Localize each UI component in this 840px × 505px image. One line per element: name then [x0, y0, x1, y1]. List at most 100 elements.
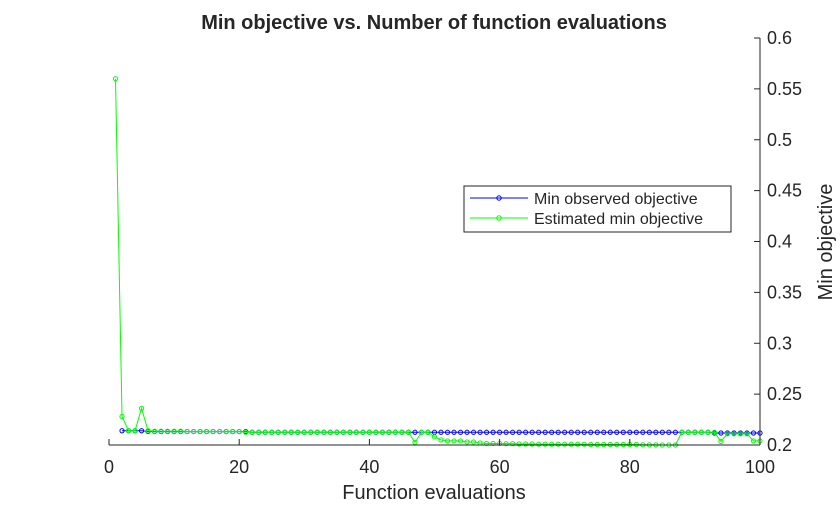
x-ticks: 0 20 40 60 80 100: [104, 439, 775, 477]
data-point: [483, 440, 490, 447]
legend: Min observed objective Estimated min obj…: [463, 185, 732, 233]
data-point: [119, 413, 125, 420]
legend-label-estimated-min: Estimated min objective: [534, 211, 703, 228]
y-tick-label: 0.25: [767, 384, 802, 404]
data-point: [464, 439, 470, 445]
data-point: [223, 428, 229, 435]
data-point: [646, 429, 652, 435]
data-point: [653, 429, 659, 435]
data-point: [542, 441, 548, 447]
data-point: [217, 428, 223, 435]
data-point: [568, 441, 574, 447]
data-point: [230, 428, 236, 435]
data-point: [210, 428, 216, 435]
data-point: [112, 76, 119, 82]
data-point: [516, 429, 522, 435]
data-point: [711, 429, 718, 435]
data-point: [549, 441, 555, 447]
x-tick-label: 60: [490, 457, 510, 477]
data-point: [718, 438, 724, 445]
data-point: [659, 429, 665, 435]
data-point: [321, 429, 327, 435]
data-point: [308, 429, 314, 435]
data-point: [119, 428, 125, 434]
data-point: [503, 441, 509, 447]
data-point: [386, 429, 392, 435]
data-point: [555, 429, 561, 435]
plot-area: [112, 76, 763, 448]
data-point: [640, 429, 646, 435]
data-point: [197, 428, 203, 435]
data-point: [718, 430, 724, 436]
data-point: [692, 429, 698, 435]
data-point: [288, 429, 294, 435]
data-point: [594, 429, 600, 435]
data-point: [295, 429, 301, 435]
x-tick-label: 20: [229, 457, 249, 477]
data-point: [666, 429, 672, 435]
data-point: [470, 439, 477, 445]
data-point: [490, 429, 496, 435]
data-point: [633, 429, 639, 435]
data-point: [158, 428, 164, 434]
data-point: [705, 429, 711, 435]
data-point: [562, 441, 568, 447]
data-point: [164, 428, 171, 434]
y-ticks: 0.2 0.25 0.3 0.35 0.4 0.45 0.5 0.55 0.6: [754, 28, 802, 455]
data-point: [607, 429, 613, 435]
data-point: [191, 428, 197, 435]
legend-marker-min-observed: [496, 195, 502, 201]
data-point: [555, 441, 561, 447]
y-tick-label: 0.3: [767, 333, 792, 353]
data-point: [744, 431, 750, 437]
data-point: [607, 441, 613, 448]
data-point: [490, 440, 496, 447]
x-tick-label: 40: [359, 457, 379, 477]
data-point: [750, 438, 757, 444]
chart-title: Min objective vs. Number of function eva…: [201, 12, 667, 34]
data-point: [470, 429, 477, 435]
data-point: [503, 429, 509, 435]
data-point: [444, 438, 451, 444]
data-point: [477, 429, 483, 435]
y-tick-label: 0.35: [767, 282, 802, 302]
y-tick-label: 0.6: [767, 28, 792, 48]
data-point: [633, 441, 639, 448]
data-point: [249, 429, 255, 435]
data-point: [438, 429, 444, 435]
data-point: [457, 429, 464, 435]
data-point: [698, 429, 705, 435]
axes: [109, 38, 761, 446]
data-point: [151, 428, 158, 434]
x-tick-label: 100: [745, 457, 775, 477]
data-point: [581, 429, 587, 435]
data-point: [438, 437, 444, 443]
data-point: [750, 430, 757, 436]
data-point: [145, 428, 151, 434]
legend-marker-estimated-min: [496, 215, 502, 221]
data-point: [601, 429, 607, 435]
data-point: [405, 429, 412, 435]
data-point: [262, 429, 268, 435]
x-tick-label: 0: [104, 457, 114, 477]
data-point: [138, 428, 145, 434]
data-point: [536, 441, 542, 447]
data-point: [418, 429, 425, 435]
data-point: [444, 429, 451, 435]
data-point: [601, 441, 607, 448]
data-point: [327, 429, 333, 435]
data-point: [392, 429, 399, 435]
data-point: [679, 429, 685, 435]
data-point: [256, 429, 262, 435]
data-point: [399, 429, 405, 435]
legend-label-min-observed: Min observed objective: [534, 191, 698, 208]
data-point: [627, 429, 633, 435]
data-point: [685, 429, 691, 435]
data-point: [672, 429, 678, 435]
y-tick-label: 0.4: [767, 232, 792, 252]
data-point: [523, 441, 529, 447]
data-point: [353, 429, 359, 435]
data-point: [464, 429, 470, 435]
y-tick-label: 0.55: [767, 79, 802, 99]
y-axis-label: Min objective: [815, 184, 837, 301]
